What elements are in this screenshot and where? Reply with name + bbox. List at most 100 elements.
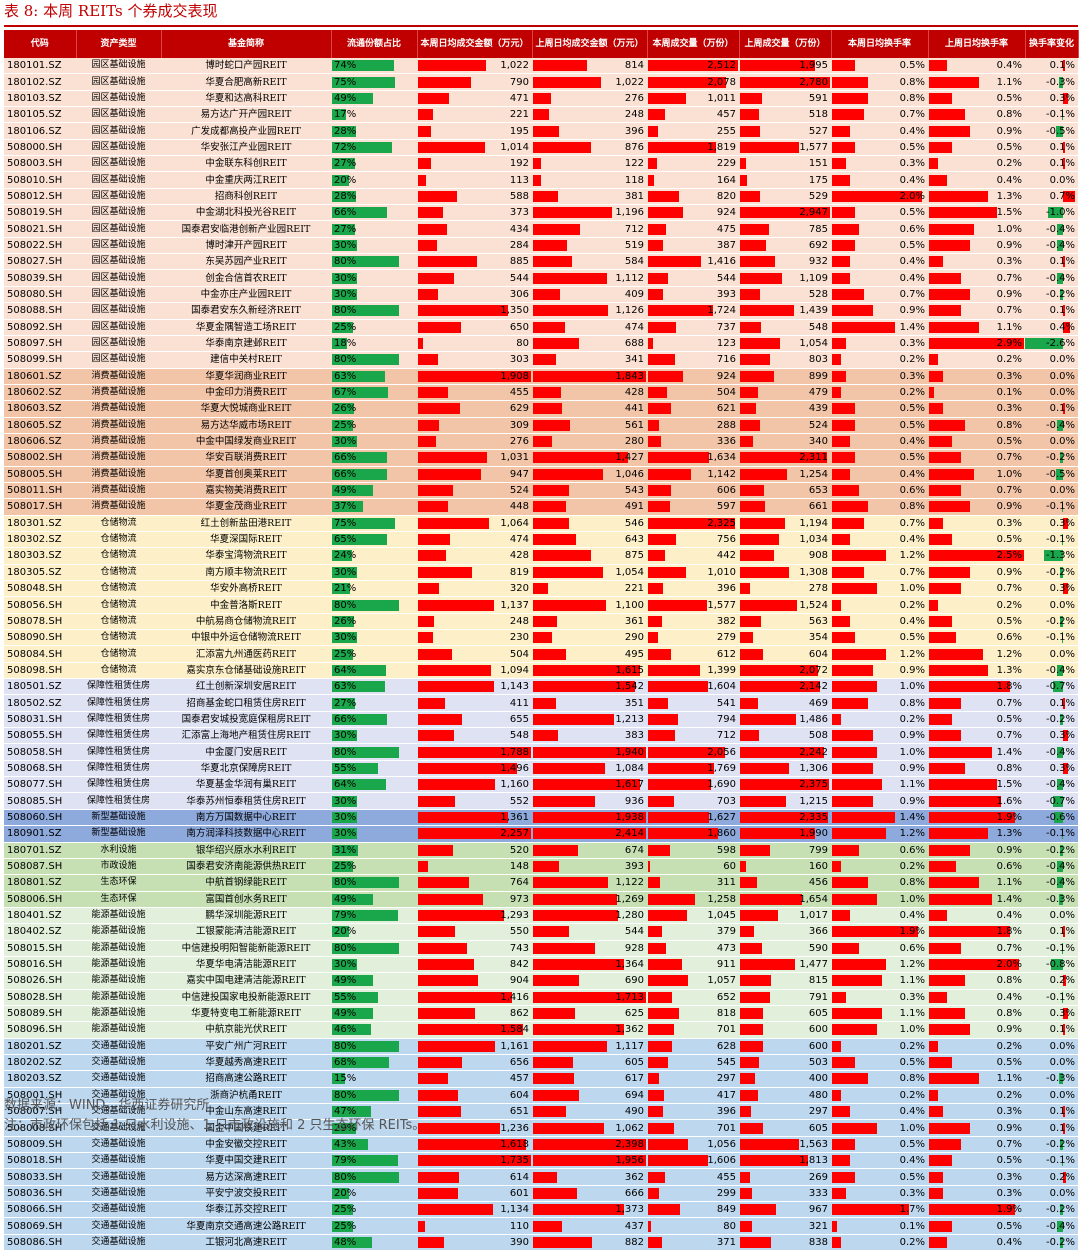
table-row[interactable]: 508058.SH 保障性租赁住房 中金厦门安居REIT 80% 1,788 1,940 2… xyxy=(4,743,1078,761)
table-row[interactable]: 180102.SZ 园区基础设施 华夏合肥高新REIT 75% 790 1,022 2,07… xyxy=(4,73,1078,91)
table-row[interactable]: 180103.SZ 园区基础设施 华夏和达高科REIT 49% 471 276 1,011 5… xyxy=(4,90,1078,108)
table-row[interactable]: 508080.SH 园区基础设施 中金亦庄产业园REIT 30% 306 409 393 52… xyxy=(4,286,1078,304)
fund-name: 嘉实京东仓储基础设施REIT xyxy=(161,662,331,680)
table-row[interactable]: 508078.SH 仓储物流 中航易商仓储物流REIT 26% 248 361 382 563… xyxy=(4,613,1078,631)
table-row[interactable]: 180201.SZ 交通基础设施 平安广州广河REIT 80% 1,161 1,117 62… xyxy=(4,1038,1078,1055)
table-row[interactable]: 508098.SH 仓储物流 嘉实京东仓储基础设施REIT 64% 1,094 1,615… xyxy=(4,662,1078,680)
turnover-prev-week-value: 0.2% xyxy=(996,1040,1022,1052)
header-turnover-prev[interactable]: 上周日均换手率 xyxy=(928,30,1026,58)
turnover-prev-week-value: 1.1% xyxy=(996,76,1022,88)
table-row[interactable]: 180305.SZ 仓储物流 南方顺丰物流REIT 30% 819 1,054 1,010 1… xyxy=(4,564,1078,582)
table-row[interactable]: 508033.SH 交通基础设施 易方达深高速REIT 80% 614 362 455 269… xyxy=(4,1168,1078,1186)
header-code[interactable]: 代码 xyxy=(4,30,77,58)
table-row[interactable]: 508010.SH 园区基础设施 中金重庆两江REIT 20% 113 118 164 175… xyxy=(4,171,1078,189)
amount-prev-week-value: 519 xyxy=(624,239,644,251)
table-row[interactable]: 508031.SH 保障性租赁住房 国泰君安城投宽庭保租房REIT 66% 655 1,2… xyxy=(4,711,1078,729)
header-type[interactable]: 资产类型 xyxy=(76,30,162,58)
table-row[interactable]: 508003.SH 园区基础设施 中金联东科创REIT 27% 192 122 229 151… xyxy=(4,155,1078,173)
amount-prev-week-value: 1,046 xyxy=(615,468,644,480)
table-row[interactable]: 508087.SH 市政设施 国泰君安济南能源供热REIT 25% 148 393 60 16… xyxy=(4,858,1078,876)
header-vol-week[interactable]: 本周成交量（万份） xyxy=(647,30,740,58)
table-row[interactable]: 508068.SH 保障性租赁住房 华夏北京保障房REIT 55% 1,496 1,084… xyxy=(4,760,1078,778)
table-row[interactable]: 508011.SH 消费基础设施 嘉实物美消费REIT 49% 524 543 606 653… xyxy=(4,482,1078,500)
table-row[interactable]: 508019.SH 园区基础设施 中金湖北科投光谷REIT 66% 373 1,196 92… xyxy=(4,204,1078,222)
table-row[interactable]: 508055.SH 保障性租赁住房 汇添富上海地产租赁住房REIT 30% 548 383… xyxy=(4,727,1078,745)
table-row[interactable]: 508000.SH 园区基础设施 华安张江产业园REIT 72% 1,014 876 1,8… xyxy=(4,139,1078,157)
header-amt-week[interactable]: 本周日均成交金额（万元） xyxy=(417,30,533,58)
table-row[interactable]: 180101.SZ 园区基础设施 博时蛇口产园REIT 74% 1,022 814 2,51… xyxy=(4,58,1078,75)
table-row[interactable]: 508017.SH 消费基础设施 华夏金茂商业REIT 37% 448 491 597 661… xyxy=(4,498,1078,516)
fund-name: 招商基金蛇口租赁住房REIT xyxy=(161,694,331,712)
table-row[interactable]: 508009.SH 交通基础设施 中金安徽交控REIT 43% 1,618 2,398 1,… xyxy=(4,1136,1078,1154)
table-row[interactable]: 508002.SH 消费基础设施 华安百联消费REIT 66% 1,031 1,427 1,… xyxy=(4,449,1078,467)
table-row[interactable]: 508015.SH 能源基础设施 中信建投明阳智能新能源REIT 80% 743 928 4… xyxy=(4,940,1078,957)
table-row[interactable]: 508036.SH 交通基础设施 平安宁波交投REIT 20% 601 666 299 333… xyxy=(4,1185,1078,1203)
table-row[interactable]: 180605.SZ 消费基础设施 易方达华威市场REIT 25% 309 561 288 52… xyxy=(4,417,1078,434)
volume-prev-week-bar xyxy=(740,305,794,317)
table-row[interactable]: 508077.SH 保障性租赁住房 华夏基金华润有巢REIT 64% 1,160 1,61… xyxy=(4,776,1078,794)
table-row[interactable]: 180606.SZ 消费基础设施 中金中国绿发商业REIT 30% 276 280 336 3… xyxy=(4,433,1078,451)
table-row[interactable]: 180602.SZ 消费基础设施 中金印力消费REIT 67% 455 428 504 479… xyxy=(4,384,1078,402)
fund-name: 易方达广开产园REIT xyxy=(161,106,331,124)
table-row[interactable]: 508006.SH 生态环保 富国首创水务REIT 49% 973 1,269 1,258 1… xyxy=(4,891,1078,908)
table-row[interactable]: 180402.SZ 能源基础设施 工银蒙能清洁能源REIT 20% 550 544 379 3… xyxy=(4,923,1078,941)
table-row[interactable]: 508012.SH 园区基础设施 招商科创REIT 28% 588 381 820 529 2.… xyxy=(4,188,1078,206)
table-row[interactable]: 508048.SH 仓储物流 华安外高桥REIT 21% 320 221 396 278 1.0… xyxy=(4,580,1078,598)
turnover-week-value: 1.0% xyxy=(899,1024,925,1036)
table-row[interactable]: 180901.SZ 新型基础设施 南方润泽科技数据中心REIT 30% 2,257 2,4… xyxy=(4,825,1078,843)
table-row[interactable]: 180303.SZ 仓储物流 华泰宝湾物流REIT 24% 428 875 442 908 1.… xyxy=(4,547,1078,565)
header-turnover-change[interactable]: 换手率变化 xyxy=(1025,30,1079,58)
table-row[interactable]: 180202.SZ 交通基础设施 华夏越秀高速REIT 68% 656 605 545 503… xyxy=(4,1054,1078,1072)
turnover-prev-week-bar xyxy=(929,1155,952,1167)
table-row[interactable]: 508092.SH 园区基础设施 华夏金隅智造工场REIT 25% 650 474 737 5… xyxy=(4,319,1078,336)
table-row[interactable]: 508018.SH 交通基础设施 华夏中国交建REIT 79% 1,735 1,956 1,… xyxy=(4,1152,1078,1170)
amount-week-bar xyxy=(418,403,460,415)
table-row[interactable]: 508008.SH 交通基础设施 国金中国铁建REIT 29% 1,236 1,062 70… xyxy=(4,1119,1078,1137)
header-vol-prev[interactable]: 上周成交量（万份） xyxy=(739,30,832,58)
table-row[interactable]: 180603.SZ 消费基础设施 华夏大悦城商业REIT 26% 629 441 621 43… xyxy=(4,400,1078,418)
table-row[interactable]: 508099.SH 园区基础设施 建信中关村REIT 80% 303 341 716 803 0… xyxy=(4,351,1078,369)
table-row[interactable]: 508007.SH 交通基础设施 中金山东高速REIT 47% 651 490 396 297… xyxy=(4,1103,1078,1121)
table-row[interactable]: 180601.SZ 消费基础设施 华夏华润商业REIT 63% 1,908 1,843 92… xyxy=(4,368,1078,385)
table-row[interactable]: 508016.SH 能源基础设施 华夏华电清洁能源REIT 30% 842 1,364 91… xyxy=(4,956,1078,974)
header-turnover-week[interactable]: 本周日均换手率 xyxy=(831,30,929,58)
table-row[interactable]: 508001.SH 交通基础设施 浙商沪杭甬REIT 80% 604 694 417 480 0… xyxy=(4,1087,1078,1105)
table-row[interactable]: 180301.SZ 仓储物流 红土创新盐田港REIT 75% 1,064 546 2,325… xyxy=(4,515,1078,532)
header-amt-prev[interactable]: 上周日均成交金额（万元） xyxy=(532,30,648,58)
table-row[interactable]: 508060.SH 新型基础设施 南方万国数据中心REIT 30% 1,361 1,938… xyxy=(4,809,1078,827)
table-row[interactable]: 180302.SZ 仓储物流 华夏深国际REIT 65% 474 643 756 1,034 0… xyxy=(4,531,1078,549)
turnover-change-value: 0.7% xyxy=(1049,190,1075,202)
table-row[interactable]: 508086.SH 交通基础设施 工银河北高速REIT 48% 390 882 371 838… xyxy=(4,1234,1078,1251)
table-row[interactable]: 508005.SH 消费基础设施 华夏首创奥莱REIT 66% 947 1,046 1,14… xyxy=(4,466,1078,483)
table-row[interactable]: 508069.SH 交通基础设施 华夏南京交通高速公路REIT 25% 110 437 80… xyxy=(4,1217,1078,1235)
table-row[interactable]: 180501.SZ 保障性租赁住房 红土创新深圳安居REIT 63% 1,143 1,54… xyxy=(4,678,1078,696)
header-share[interactable]: 流通份额占比 xyxy=(331,30,418,58)
table-row[interactable]: 508039.SH 园区基础设施 创金合信首农REIT 30% 544 1,112 544 1… xyxy=(4,269,1078,287)
asset-type: 仓储物流 xyxy=(76,531,161,549)
turnover-change-bar xyxy=(1063,1106,1065,1118)
table-row[interactable]: 508088.SH 园区基础设施 国泰君安东久新经济REIT 80% 1,350 1,12… xyxy=(4,302,1078,320)
table-row[interactable]: 508028.SH 能源基础设施 中信建投国家电投新能源REIT 55% 1,416 1,… xyxy=(4,989,1078,1006)
header-name[interactable]: 基金简称 xyxy=(161,30,332,58)
amount-week-bar xyxy=(418,861,428,873)
table-row[interactable]: 508022.SH 园区基础设施 博时津开产园REIT 30% 284 519 387 692… xyxy=(4,237,1078,255)
table-row[interactable]: 508084.SH 仓储物流 汇添富九州通医药REIT 25% 504 495 612 604… xyxy=(4,645,1078,663)
table-row[interactable]: 508026.SH 能源基础设施 嘉实中国电建清洁能源REIT 49% 904 690 1,… xyxy=(4,972,1078,990)
table-row[interactable]: 180701.SZ 水利设施 银华绍兴原水水利REIT 31% 520 674 598 799… xyxy=(4,842,1078,859)
table-row[interactable]: 508056.SH 仓储物流 中金普洛斯REIT 80% 1,137 1,100 1,577… xyxy=(4,596,1078,614)
table-row[interactable]: 180105.SZ 园区基础设施 易方达广开产园REIT 17% 221 248 457 51… xyxy=(4,106,1078,124)
table-row[interactable]: 180801.SZ 生态环保 中航首钢绿能REIT 80% 764 1,122 311 456… xyxy=(4,874,1078,892)
table-row[interactable]: 508085.SH 保障性租赁住房 华泰苏州恒泰租赁住房REIT 30% 552 936 7… xyxy=(4,792,1078,810)
table-row[interactable]: 508096.SH 能源基础设施 中航京能光伏REIT 46% 1,584 1,362 70… xyxy=(4,1021,1078,1039)
table-row[interactable]: 508090.SH 仓储物流 中银中外运仓储物流REIT 30% 230 290 279 35… xyxy=(4,629,1078,647)
table-row[interactable]: 508097.SH 园区基础设施 华泰南京建邺REIT 18% 80 688 123 1,05… xyxy=(4,335,1078,353)
table-row[interactable]: 180502.SZ 保障性租赁住房 招商基金蛇口租赁住房REIT 27% 411 351 5… xyxy=(4,694,1078,712)
table-row[interactable]: 508066.SH 交通基础设施 华泰江苏交控REIT 25% 1,134 1,373 84… xyxy=(4,1201,1078,1219)
fund-name: 国泰君安城投宽庭保租房REIT xyxy=(161,711,331,729)
table-row[interactable]: 508027.SH 园区基础设施 东吴苏园产业REIT 80% 885 584 1,416 9… xyxy=(4,253,1078,271)
table-row[interactable]: 180401.SZ 能源基础设施 鹏华深圳能源REIT 79% 1,293 1,280 1,… xyxy=(4,907,1078,925)
table-row[interactable]: 508089.SH 能源基础设施 华夏特变电工新能源REIT 49% 862 625 818… xyxy=(4,1005,1078,1023)
table-row[interactable]: 508021.SH 园区基础设施 国泰君安临港创新产业园REIT 27% 434 712 4… xyxy=(4,220,1078,238)
table-row[interactable]: 180106.SZ 园区基础设施 广发成都高投产业园REIT 28% 195 396 255… xyxy=(4,122,1078,140)
table-row[interactable]: 180203.SZ 交通基础设施 招商高速公路REIT 15% 457 617 297 400… xyxy=(4,1070,1078,1088)
